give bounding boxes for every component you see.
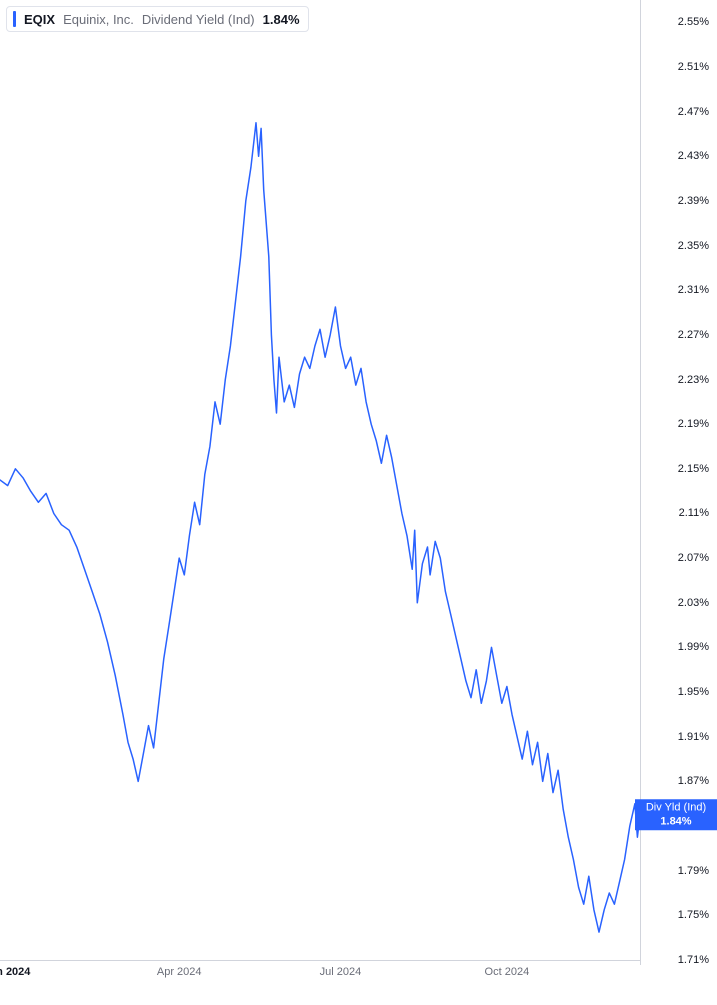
- y-tick-label: 2.31%: [678, 284, 709, 296]
- y-tick-label: 2.51%: [678, 61, 709, 73]
- y-tick-label: 1.71%: [678, 954, 709, 966]
- x-tick-label: Apr 2024: [157, 966, 202, 978]
- dividend-yield-line: [0, 123, 640, 932]
- y-tick-label: 2.27%: [678, 329, 709, 341]
- y-tick-label: 2.47%: [678, 106, 709, 118]
- y-tick-label: 2.19%: [678, 418, 709, 430]
- y-tick-label: 2.55%: [678, 16, 709, 28]
- y-tick-label: 1.87%: [678, 775, 709, 787]
- y-tick-label: 1.91%: [678, 731, 709, 743]
- x-tick-label: an 2024: [0, 966, 30, 978]
- x-axis-separator: [0, 960, 640, 961]
- chart-container[interactable]: 2.55% 2.51% 2.47% 2.43% 2.39% 2.35% 2.31% 2.27%…: [0, 0, 717, 1005]
- y-tick-label: 2.03%: [678, 597, 709, 609]
- price-tag-value: 1.84%: [641, 815, 711, 829]
- y-tick-label: 2.11%: [679, 507, 709, 519]
- x-tick-label: Oct 2024: [485, 966, 530, 978]
- x-axis: an 2024 Apr 2024 Jul 2024 Oct 2024: [0, 960, 640, 1005]
- line-chart-plot: [0, 0, 640, 960]
- x-tick-label: Jul 2024: [320, 966, 362, 978]
- y-tick-label: 2.35%: [678, 240, 709, 252]
- y-tick-label: 2.23%: [678, 374, 709, 386]
- y-tick-label: 2.43%: [678, 150, 709, 162]
- y-tick-label: 1.99%: [678, 641, 709, 653]
- y-tick-label: 2.15%: [678, 463, 709, 475]
- y-tick-label: 1.95%: [678, 686, 709, 698]
- y-tick-label: 1.79%: [678, 865, 709, 877]
- price-tag-label: Div Yld (Ind): [641, 801, 711, 815]
- current-value-tag: Div Yld (Ind) 1.84%: [635, 799, 717, 831]
- y-tick-label: 1.75%: [678, 909, 709, 921]
- y-tick-label: 2.39%: [678, 195, 709, 207]
- y-tick-label: 2.07%: [678, 552, 709, 564]
